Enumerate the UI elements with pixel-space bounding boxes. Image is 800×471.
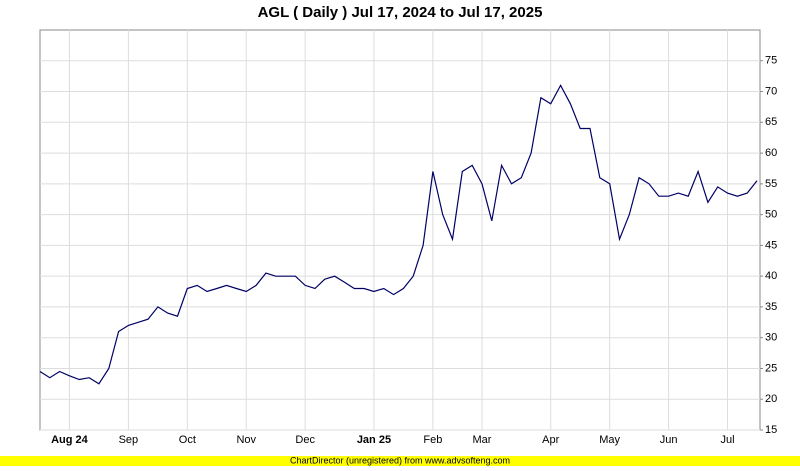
x-tick-label: Nov: [236, 434, 256, 446]
y-tick-label: 75: [765, 55, 777, 67]
y-tick-label: 30: [765, 332, 777, 344]
y-tick-label: 45: [765, 239, 777, 251]
footer-text: ChartDirector (unregistered) from www.ad…: [290, 455, 510, 465]
chart-title: AGL ( Daily ) Jul 17, 2024 to Jul 17, 20…: [258, 4, 543, 21]
x-tick-label: Jan 25: [357, 434, 391, 446]
x-tick-label: May: [599, 434, 620, 446]
x-tick-label: Oct: [179, 434, 196, 446]
x-tick-label: Dec: [295, 434, 315, 446]
y-tick-label: 55: [765, 178, 777, 190]
footer-bar: [0, 456, 800, 466]
y-tick-label: 70: [765, 85, 777, 97]
y-tick-label: 25: [765, 362, 777, 374]
y-tick-label: 60: [765, 147, 777, 159]
x-tick-label: Sep: [119, 434, 139, 446]
x-tick-label: Jun: [660, 434, 678, 446]
x-tick-label: Aug 24: [51, 434, 89, 446]
y-tick-label: 40: [765, 270, 777, 282]
y-tick-label: 35: [765, 301, 777, 313]
x-tick-label: Feb: [423, 434, 442, 446]
y-tick-label: 15: [765, 424, 777, 436]
price-line: [39, 84, 758, 385]
plot-frame: [39, 29, 761, 431]
x-tick-label: Mar: [473, 434, 492, 446]
x-tick-label: Apr: [542, 434, 559, 446]
y-tick-label: 20: [765, 393, 777, 405]
y-tick-label: 65: [765, 116, 777, 128]
plot-area: [39, 29, 761, 431]
x-tick-label: Jul: [721, 434, 735, 446]
y-tick-label: 50: [765, 209, 777, 221]
